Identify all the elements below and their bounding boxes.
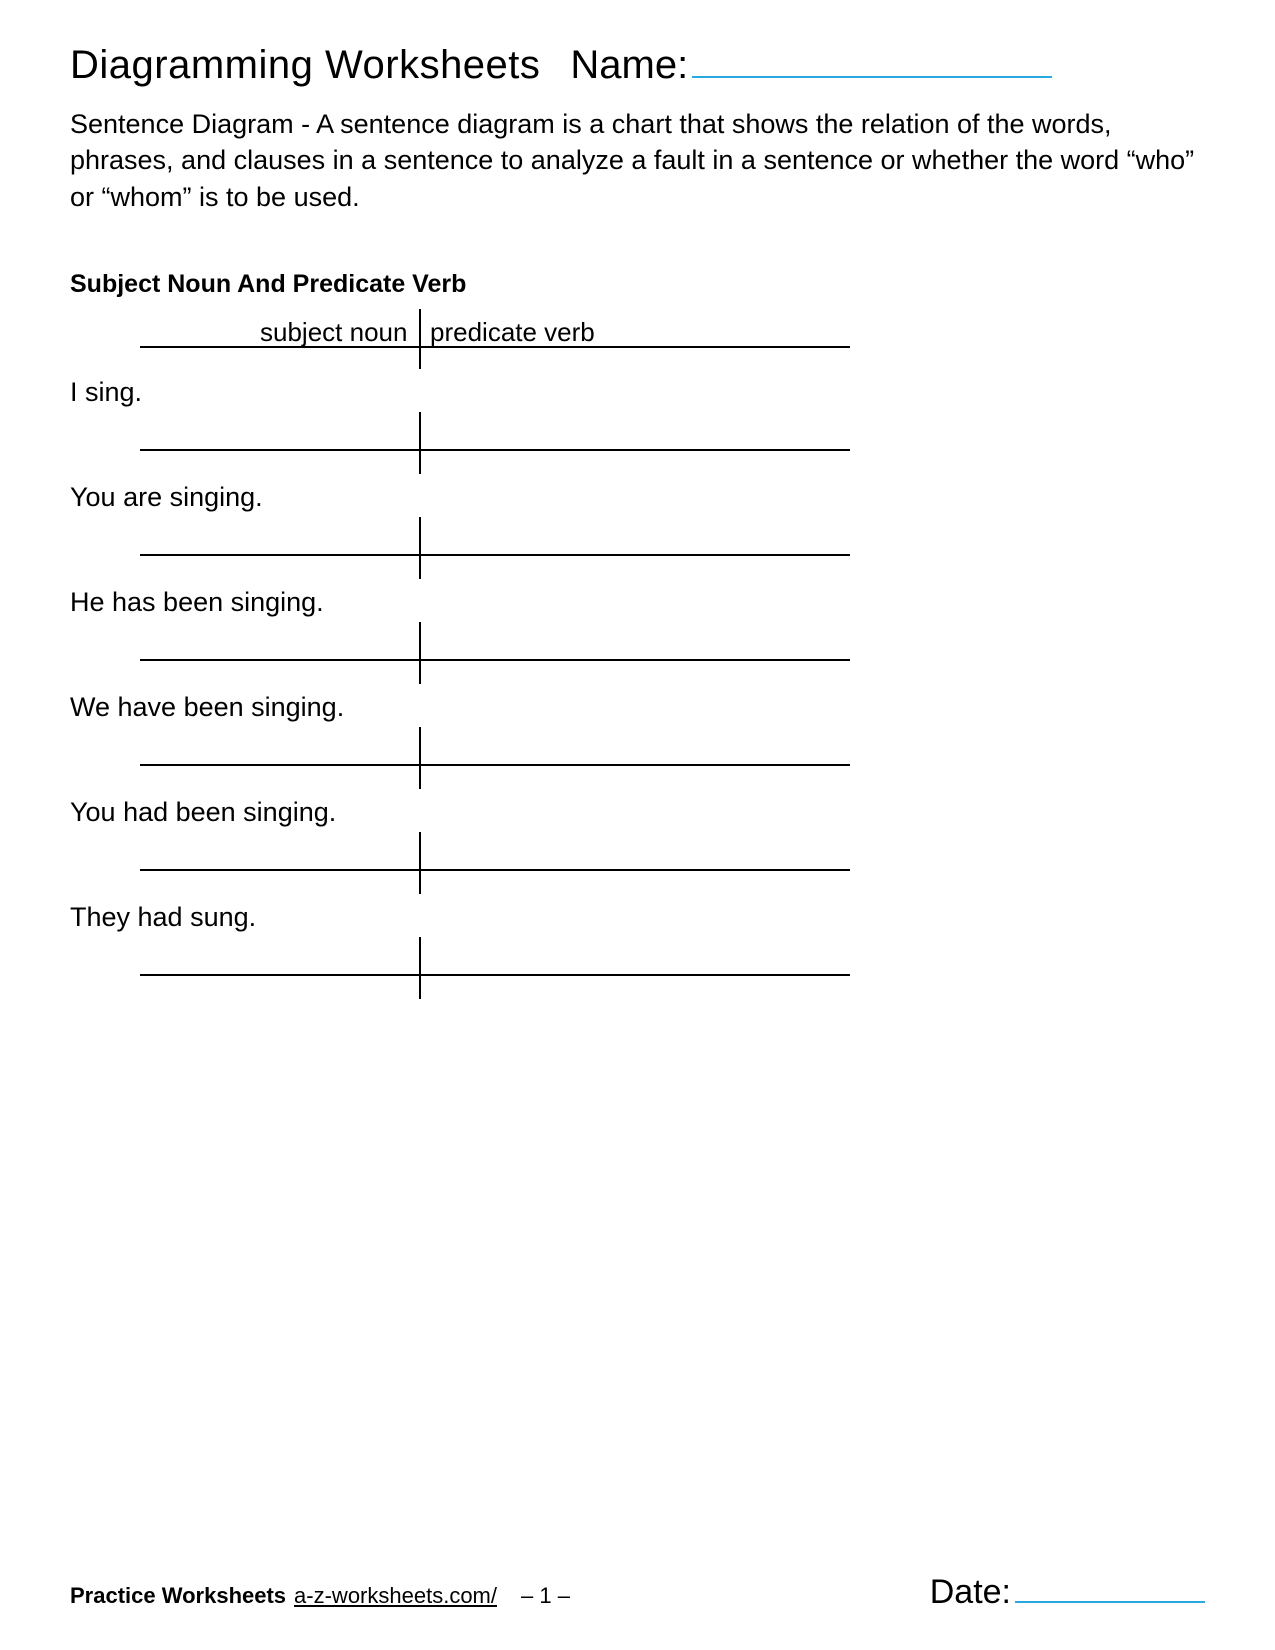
svg-text:subject noun: subject noun bbox=[260, 317, 407, 347]
section-title: Subject Noun And Predicate Verb bbox=[70, 270, 1205, 299]
sentence-5: You had been singing. bbox=[70, 797, 1205, 828]
sentence-2: You are singing. bbox=[70, 482, 1205, 513]
blank-diagram-4[interactable] bbox=[130, 727, 850, 789]
blank-diagram-6[interactable] bbox=[130, 937, 850, 999]
svg-text:predicate verb: predicate verb bbox=[430, 317, 595, 347]
header-row: Diagramming Worksheets Name: bbox=[70, 40, 1205, 88]
blank-diagram-2[interactable] bbox=[130, 517, 850, 579]
name-label: Name: bbox=[570, 43, 688, 88]
blank-diagram-1[interactable] bbox=[130, 412, 850, 474]
date-label: Date: bbox=[930, 1573, 1011, 1612]
date-input-line[interactable] bbox=[1015, 1573, 1205, 1603]
page-title: Diagramming Worksheets bbox=[70, 43, 540, 88]
footer: Practice Worksheets a-z-worksheets.com/ … bbox=[70, 1573, 1205, 1612]
name-input-line[interactable] bbox=[692, 40, 1052, 78]
sentence-3: He has been singing. bbox=[70, 587, 1205, 618]
blank-diagram-5[interactable] bbox=[130, 832, 850, 894]
footer-link[interactable]: a-z-worksheets.com/ bbox=[294, 1583, 497, 1609]
example-diagram: subject noun predicate verb bbox=[130, 309, 850, 369]
footer-page-number: – 1 – bbox=[521, 1583, 570, 1609]
blank-diagram-3[interactable] bbox=[130, 622, 850, 684]
footer-practice-label: Practice Worksheets bbox=[70, 1583, 286, 1609]
intro-paragraph: Sentence Diagram - A sentence diagram is… bbox=[70, 106, 1205, 215]
sentence-4: We have been singing. bbox=[70, 692, 1205, 723]
sentence-1: I sing. bbox=[70, 377, 1205, 408]
sentence-6: They had sung. bbox=[70, 902, 1205, 933]
